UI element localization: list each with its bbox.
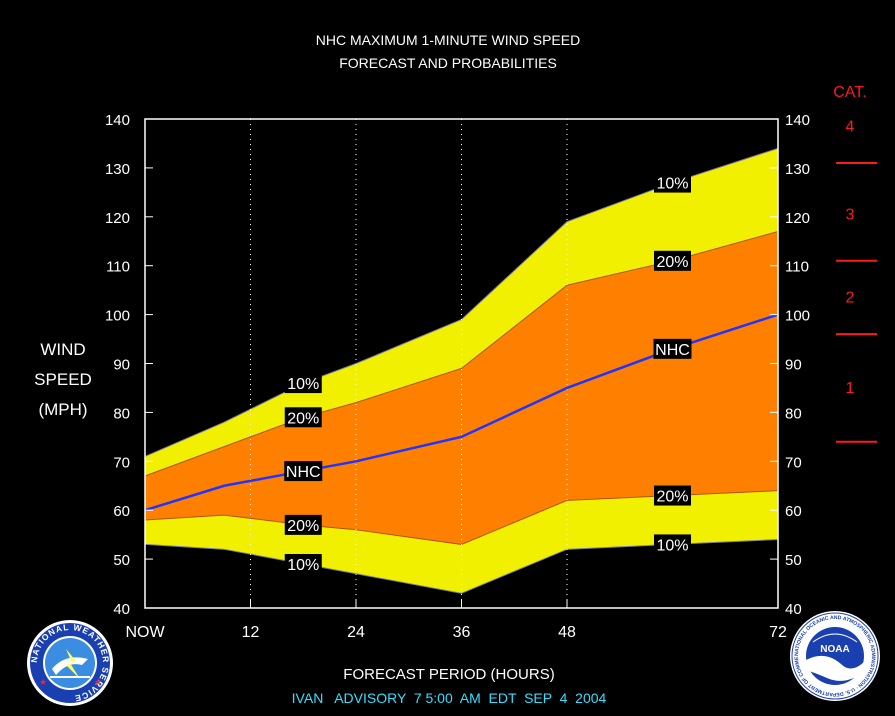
y-tick-label-left: 60: [113, 503, 130, 520]
series-label-bg: [654, 172, 691, 193]
chart-title-line2: FORECAST AND PROBABILITIES: [339, 55, 557, 71]
series-label-bg: [284, 407, 322, 428]
series-label-bg: [284, 514, 322, 535]
x-tick-label: 24: [347, 624, 365, 641]
x-tick-label: NOW: [125, 624, 165, 641]
series-label: NHC: [286, 464, 321, 481]
series-label: 10%: [287, 557, 319, 574]
svg-text:★: ★: [39, 677, 47, 687]
category-label: 1: [846, 380, 855, 397]
y-tick-label-right: 40: [785, 601, 802, 618]
series-labels: 10% 20% NHC 20% 10% 10% 20% NHC 20% 10%: [284, 172, 692, 574]
x-tick-label: 48: [558, 624, 576, 641]
series-label-bg: [654, 485, 691, 506]
y-tick-label-left: 140: [105, 112, 130, 129]
x-tick-label: 36: [453, 624, 471, 641]
y-tick-label-right: 70: [785, 454, 802, 471]
y-axis-label-line1: WIND: [40, 340, 85, 359]
y-tick-label-left: 50: [113, 552, 130, 569]
series-label: 20%: [656, 254, 688, 271]
series-label: 20%: [656, 489, 688, 506]
series-label-bg: [284, 373, 322, 394]
series-label: 20%: [287, 518, 319, 535]
series-label-bg: [284, 461, 323, 482]
category-label: 2: [846, 289, 855, 306]
category-scale: CAT. 1 2 3 4: [833, 84, 877, 443]
series-label-bg: [654, 250, 691, 271]
nws-logo: NATIONAL WEATHER SERVICE ★ ★: [27, 620, 113, 706]
probability-bands: [144, 147, 779, 594]
series-label-bg: [654, 534, 691, 555]
y-tick-label-left: 120: [105, 210, 130, 227]
y-tick-label-right: 130: [785, 161, 810, 178]
x-axis-ticks: NOW 12 24 36 48 72: [125, 600, 787, 641]
y-tick-label-right: 50: [785, 552, 802, 569]
y-tick-label-right: 110: [785, 259, 809, 276]
y-axis-label-line2: SPEED: [34, 370, 92, 389]
x-tick-label: 72: [769, 624, 787, 641]
advisory-footer: IVAN ADVISORY 7 5:00 AM EDT SEP 4 2004: [292, 690, 607, 706]
series-label: 20%: [287, 410, 319, 427]
category-label: 3: [846, 206, 855, 223]
y-tick-label-right: 120: [785, 210, 810, 227]
category-title: CAT.: [833, 84, 866, 101]
y-tick-label-right: 80: [785, 405, 802, 422]
y-tick-label-left: 40: [113, 601, 130, 618]
y-tick-label-right: 60: [785, 503, 802, 520]
y-tick-label-left: 130: [105, 161, 130, 178]
noaa-logo-center-text: NOAA: [820, 644, 849, 655]
y-axis-ticks: 40 40 50 50 60 60 70 70 80 80 90 90 100 100 110 110 120 1…: [105, 112, 810, 618]
series-label: 10%: [656, 537, 688, 554]
x-tick-label: 12: [242, 624, 260, 641]
y-tick-label-left: 80: [113, 405, 130, 422]
category-label: 4: [846, 118, 855, 135]
x-axis-label: FORECAST PERIOD (HOURS): [343, 666, 554, 683]
y-tick-label-left: 110: [106, 259, 130, 276]
y-tick-label-left: 70: [113, 454, 130, 471]
series-label-bg: [653, 338, 692, 359]
y-tick-label-left: 100: [105, 308, 130, 325]
series-label: 10%: [287, 376, 319, 393]
series-label: 10%: [656, 176, 688, 193]
series-label: NHC: [655, 342, 690, 359]
y-tick-label-right: 100: [785, 308, 810, 325]
y-tick-label-right: 140: [785, 112, 810, 129]
svg-text:★: ★: [94, 677, 102, 687]
y-axis-label-line3: (MPH): [38, 400, 87, 419]
noaa-logo: NOAA NATIONAL OCEANIC AND ATMOSPHERIC AD…: [790, 611, 880, 701]
y-tick-label-left: 90: [113, 357, 130, 374]
series-label-bg: [284, 553, 322, 574]
y-tick-label-right: 90: [785, 357, 802, 374]
chart-title-line1: NHC MAXIMUM 1-MINUTE WIND SPEED: [316, 32, 580, 48]
